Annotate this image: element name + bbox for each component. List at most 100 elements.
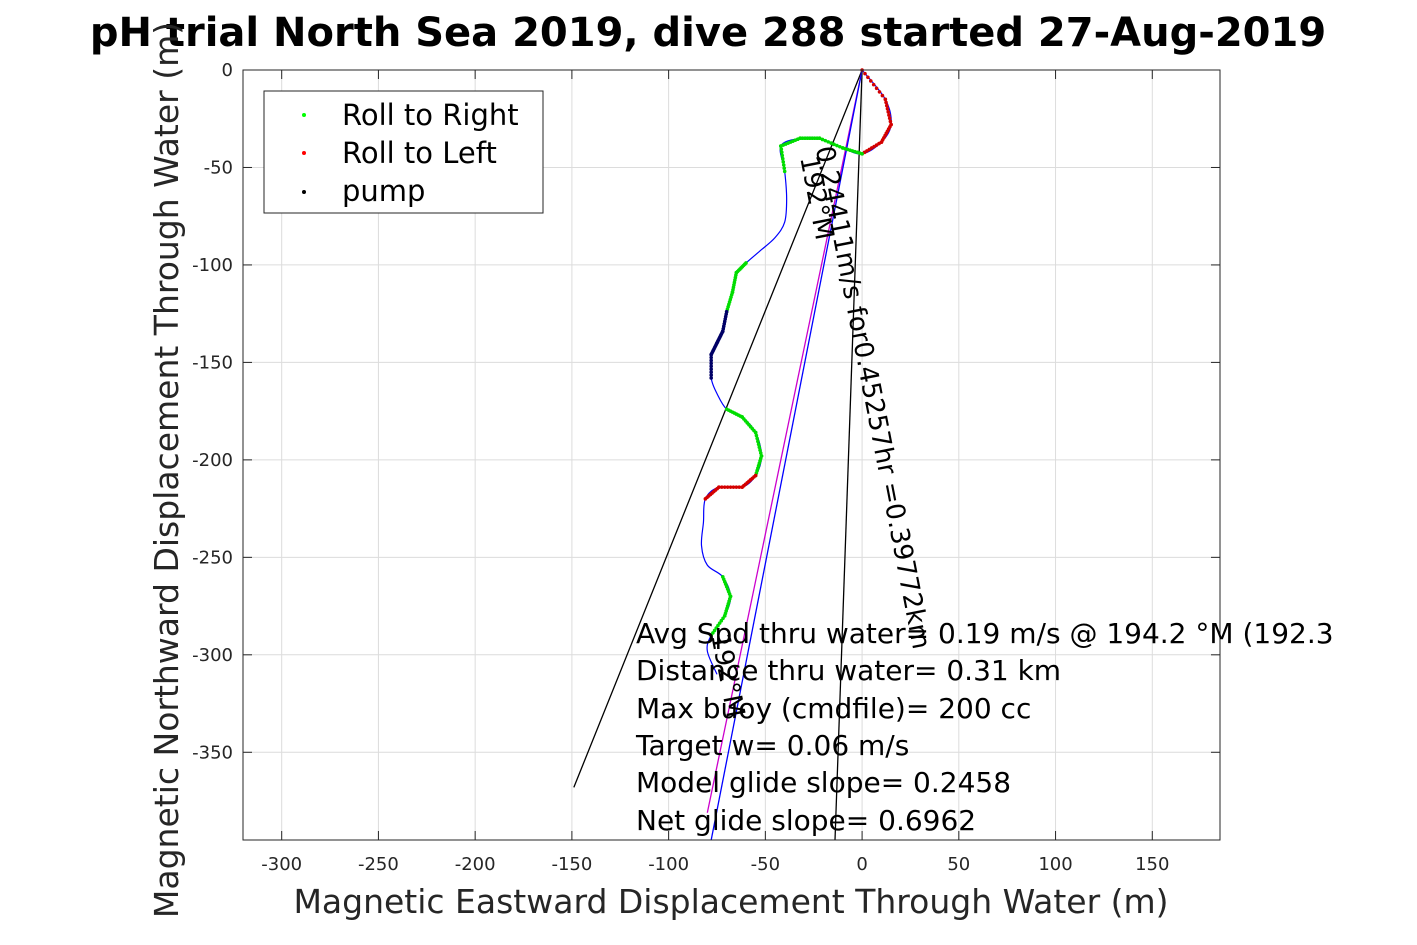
annotation-max-buoy: Max buoy (cmdfile)= 200 cc: [636, 692, 1031, 725]
track-point: [754, 433, 759, 438]
legend-marker-roll-left: [302, 151, 306, 155]
annotation-net-glide-slope: Net glide slope= 0.6962: [636, 804, 976, 837]
chart-title: pH trial North Sea 2019, dive 288 starte…: [90, 10, 1326, 56]
track-point: [871, 82, 876, 87]
x-tick-label: -250: [358, 854, 399, 875]
track-point: [780, 156, 785, 161]
track-point: [709, 370, 713, 374]
track-point: [820, 137, 825, 142]
track-point: [734, 485, 739, 489]
track-point: [880, 93, 885, 98]
axis-ticks: -300 -250 -200 -150 -100 -50 0 50 100 150 0 -50 -100…: [192, 60, 1220, 875]
legend-box: [263, 90, 544, 214]
track-point: [779, 144, 783, 148]
track-point: [709, 376, 713, 380]
track-point: [709, 633, 713, 638]
track-point: [755, 436, 759, 441]
track-point: [709, 358, 713, 363]
track-point: [874, 86, 879, 91]
track-point: [868, 79, 873, 83]
track-point: [709, 361, 713, 366]
reference-line: [710, 69, 863, 841]
reference-line: [573, 69, 863, 788]
track-point: [757, 445, 762, 450]
legend-label-roll-left: Roll to Left: [342, 136, 497, 170]
track-point: [740, 485, 744, 489]
track-point: [758, 448, 762, 452]
track-point: [703, 497, 708, 501]
legend-marker-pump: [302, 190, 306, 194]
legend-marker-roll-right: [302, 113, 306, 117]
track-point: [709, 364, 713, 369]
x-axis-label: Magnetic Eastward Displacement Through W…: [293, 882, 1168, 921]
track-point: [753, 430, 758, 435]
y-tick-label: -300: [192, 645, 233, 666]
stats-annotations: Avg Spd thru water= 0.19 m/s @ 194.2 °M …: [635, 617, 1334, 837]
track-point: [826, 140, 831, 144]
track-point: [709, 373, 713, 377]
track-point: [781, 163, 786, 167]
track-point: [725, 485, 730, 489]
track-point: [866, 75, 870, 80]
x-tick-label: 50: [947, 854, 970, 875]
y-tick-label: -50: [204, 157, 233, 178]
y-axis-label: Magnetic Northward Displacement Through …: [147, 22, 186, 918]
track-point: [885, 106, 890, 111]
track-point: [877, 90, 882, 94]
track-point: [888, 119, 893, 124]
track-point: [835, 143, 839, 148]
track-point: [780, 153, 785, 158]
x-tick-label: 100: [1038, 854, 1072, 875]
reference-line: [834, 69, 863, 841]
y-tick-label: 0: [222, 60, 233, 81]
x-tick-label: -200: [455, 854, 496, 875]
annotation-target-w: Target w= 0.06 m/s: [635, 729, 909, 762]
y-tick-label: -350: [192, 742, 233, 763]
legend-label-roll-right: Roll to Right: [342, 98, 519, 132]
track-point: [709, 355, 713, 360]
track-point: [756, 439, 760, 444]
track-point: [779, 147, 784, 151]
track-point: [884, 100, 888, 105]
roll-points: [703, 68, 893, 638]
annotation-distance: Distance thru water= 0.31 km: [636, 654, 1061, 687]
track-point: [781, 160, 786, 164]
track-point: [883, 97, 888, 102]
track-point: [709, 367, 713, 372]
track-point: [886, 110, 891, 114]
annotation-model-glide-slope: Model glide slope= 0.2458: [636, 766, 1011, 799]
track-point: [832, 142, 836, 147]
track-point: [782, 166, 787, 170]
track-point: [887, 113, 891, 117]
y-tick-label: -200: [192, 450, 233, 471]
track-point: [728, 485, 733, 489]
track-point: [780, 150, 784, 155]
x-tick-label: 150: [1135, 854, 1169, 875]
track-point: [840, 146, 845, 150]
track-point: [722, 485, 727, 489]
track-point: [829, 141, 833, 145]
y-tick-label: -150: [192, 352, 233, 373]
track-point: [709, 352, 713, 357]
reference-lines: [573, 69, 863, 841]
legend: Roll to Right Roll to Left pump: [263, 90, 544, 214]
plot-frame: [242, 69, 1221, 841]
track-point: [823, 138, 828, 143]
x-tick-label: 0: [856, 854, 867, 875]
track-point: [756, 442, 761, 447]
track-point: [838, 144, 842, 149]
x-tick-label: -150: [551, 854, 592, 875]
legend-label-pump: pump: [342, 174, 425, 208]
y-tick-label: -250: [192, 547, 233, 568]
annotation-avg-speed: Avg Spd thru water= 0.19 m/s @ 194.2 °M …: [636, 617, 1334, 650]
track-point: [758, 451, 763, 455]
track-point: [782, 169, 787, 174]
x-tick-label: -100: [648, 854, 689, 875]
track-point: [731, 485, 736, 489]
track-point: [720, 485, 724, 489]
x-tick-label: -50: [751, 854, 780, 875]
track-point: [887, 116, 892, 121]
reference-line: [706, 69, 863, 813]
track-point: [737, 485, 742, 489]
